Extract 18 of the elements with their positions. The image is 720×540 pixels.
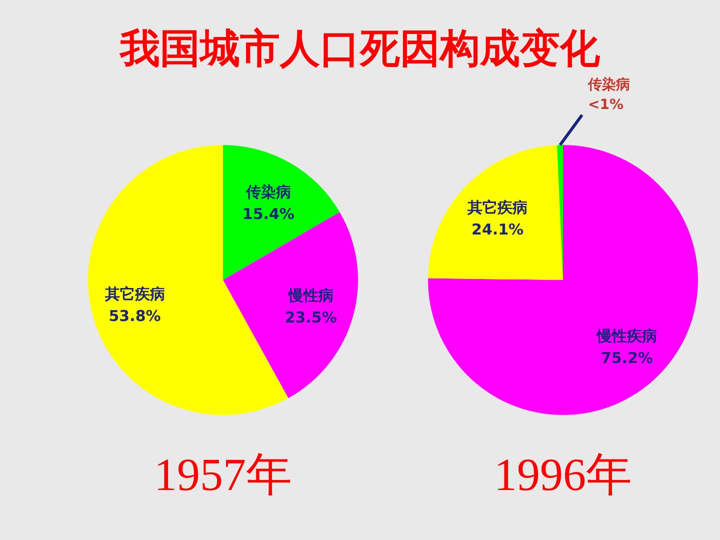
data-label: 24.1% [472,220,524,239]
data-label: <1% [588,97,624,114]
text: 1957年 [154,449,292,500]
data-label: 15.4% [242,205,294,224]
slice-label: 其它疾病 [104,284,165,303]
slice-label: 慢性疾病 [596,326,658,345]
pie-slice [428,145,563,280]
text: 1996年 [494,449,632,500]
data-label: 53.8% [108,306,161,325]
pie-slice [428,145,698,415]
data-label: 23.5% [284,308,337,326]
slice-label: 传染病 [244,183,291,202]
data-label: 75.2% [601,348,654,367]
chart-title: 我国城市人口死因构成变化 [119,26,601,72]
slice-label: 其它疾病 [466,198,528,217]
slice-label: 慢性病 [287,286,334,304]
slice-label: 传染病 [587,76,630,94]
pie-slice [223,145,340,280]
